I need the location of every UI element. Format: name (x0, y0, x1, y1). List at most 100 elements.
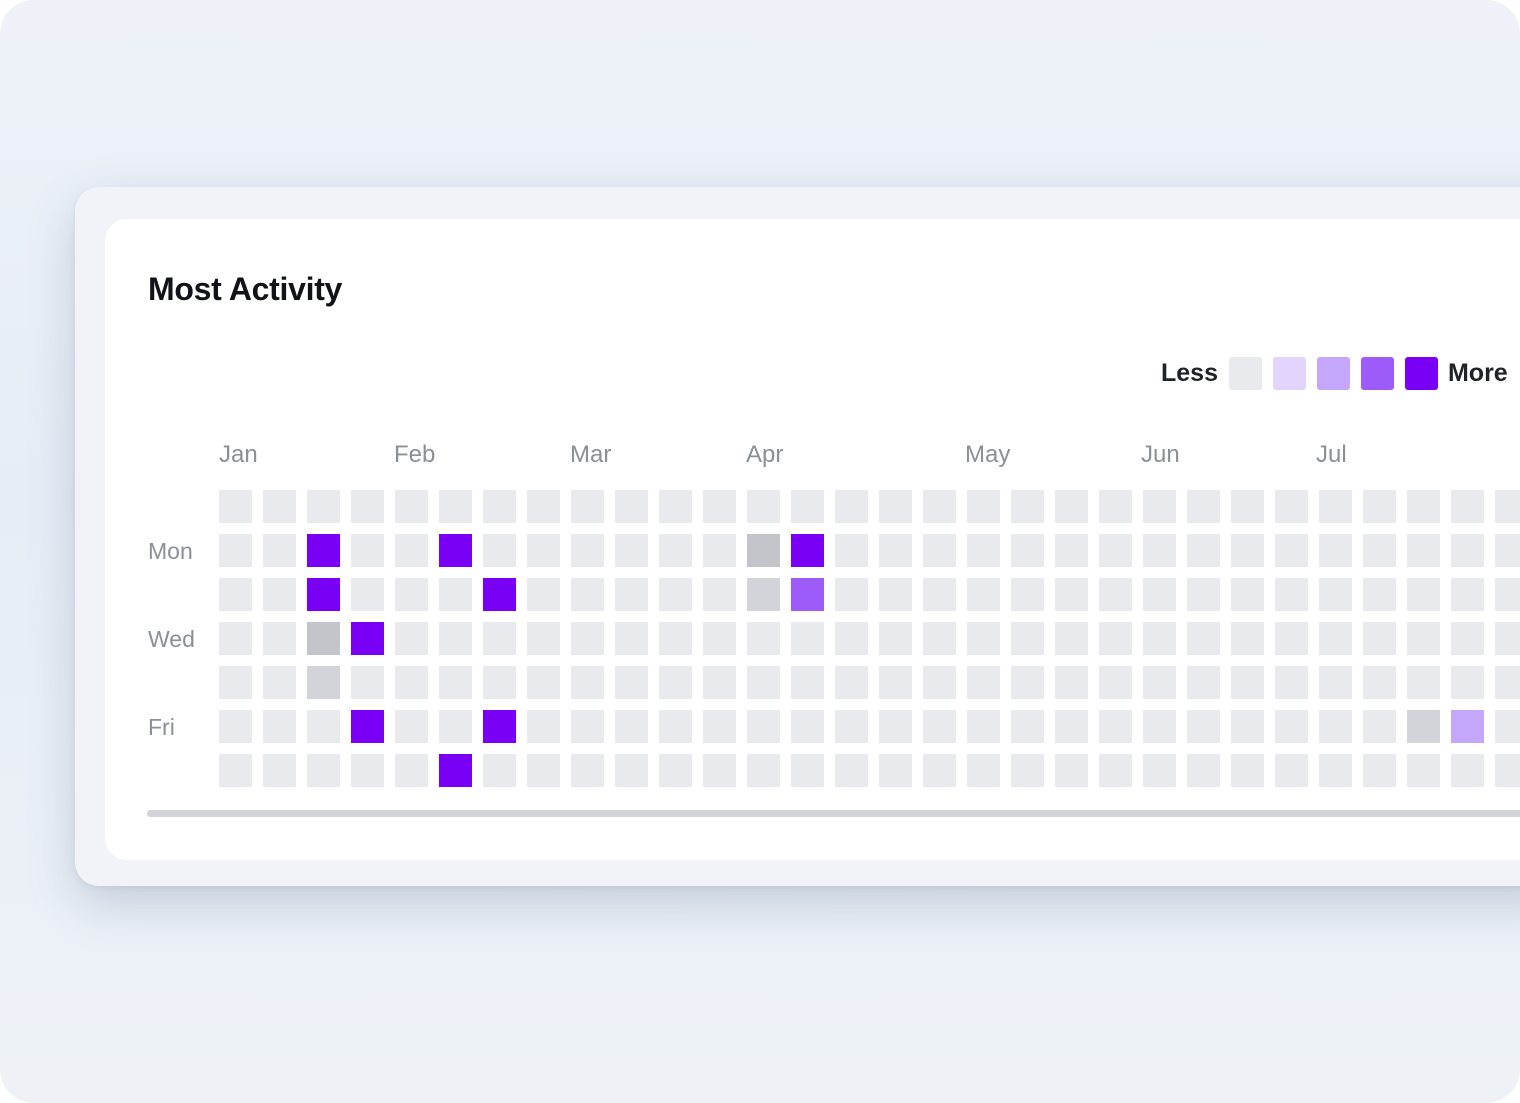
heatmap-cell[interactable] (439, 622, 472, 655)
heatmap-cell[interactable] (1451, 622, 1484, 655)
heatmap-cell[interactable] (1319, 666, 1352, 699)
heatmap-cell[interactable] (1187, 622, 1220, 655)
heatmap-cell[interactable] (1231, 490, 1264, 523)
heatmap-cell[interactable] (439, 754, 472, 787)
heatmap-cell[interactable] (923, 534, 956, 567)
heatmap-cell[interactable] (1407, 490, 1440, 523)
heatmap-cell[interactable] (307, 754, 340, 787)
heatmap-cell[interactable] (307, 534, 340, 567)
heatmap-cell[interactable] (923, 578, 956, 611)
heatmap-cell[interactable] (1011, 666, 1044, 699)
heatmap-cell[interactable] (395, 534, 428, 567)
heatmap-cell[interactable] (1143, 534, 1176, 567)
heatmap-cell[interactable] (1363, 754, 1396, 787)
heatmap-cell[interactable] (307, 666, 340, 699)
heatmap-cell[interactable] (395, 666, 428, 699)
heatmap-cell[interactable] (659, 710, 692, 743)
heatmap-cell[interactable] (263, 666, 296, 699)
heatmap-cell[interactable] (571, 754, 604, 787)
heatmap-cell[interactable] (219, 666, 252, 699)
heatmap-cell[interactable] (835, 710, 868, 743)
heatmap-cell[interactable] (1055, 534, 1088, 567)
heatmap-cell[interactable] (219, 710, 252, 743)
heatmap-cell[interactable] (747, 622, 780, 655)
heatmap-cell[interactable] (615, 490, 648, 523)
heatmap-cell[interactable] (1187, 534, 1220, 567)
heatmap-cell[interactable] (703, 622, 736, 655)
heatmap-cell[interactable] (1495, 710, 1520, 743)
heatmap-cell[interactable] (747, 666, 780, 699)
heatmap-cell[interactable] (1451, 666, 1484, 699)
heatmap-cell[interactable] (615, 534, 648, 567)
heatmap-cell[interactable] (1495, 578, 1520, 611)
heatmap-cell[interactable] (527, 666, 560, 699)
heatmap-cell[interactable] (879, 578, 912, 611)
heatmap-cell[interactable] (659, 754, 692, 787)
heatmap-cell[interactable] (263, 578, 296, 611)
heatmap-cell[interactable] (659, 622, 692, 655)
heatmap-cell[interactable] (747, 490, 780, 523)
heatmap-cell[interactable] (1099, 490, 1132, 523)
heatmap-cell[interactable] (1407, 710, 1440, 743)
heatmap-cell[interactable] (1407, 754, 1440, 787)
heatmap-cell[interactable] (791, 754, 824, 787)
heatmap-cell[interactable] (395, 754, 428, 787)
heatmap-cell[interactable] (923, 622, 956, 655)
heatmap-cell[interactable] (703, 754, 736, 787)
heatmap-cell[interactable] (1011, 622, 1044, 655)
heatmap-cell[interactable] (571, 710, 604, 743)
heatmap-cell[interactable] (1319, 754, 1352, 787)
heatmap-cell[interactable] (1275, 490, 1308, 523)
heatmap-cell[interactable] (439, 534, 472, 567)
heatmap-cell[interactable] (351, 710, 384, 743)
heatmap-cell[interactable] (219, 622, 252, 655)
heatmap-cell[interactable] (1407, 666, 1440, 699)
heatmap-cell[interactable] (1407, 534, 1440, 567)
heatmap-cell[interactable] (571, 666, 604, 699)
heatmap-cell[interactable] (1495, 490, 1520, 523)
heatmap-cell[interactable] (791, 578, 824, 611)
heatmap-cell[interactable] (351, 622, 384, 655)
heatmap-cell[interactable] (1275, 754, 1308, 787)
heatmap-cell[interactable] (967, 666, 1000, 699)
heatmap-cell[interactable] (747, 578, 780, 611)
heatmap-cell[interactable] (923, 710, 956, 743)
heatmap-cell[interactable] (1319, 490, 1352, 523)
heatmap-cell[interactable] (483, 534, 516, 567)
heatmap-cell[interactable] (483, 622, 516, 655)
heatmap-cell[interactable] (1231, 622, 1264, 655)
heatmap-cell[interactable] (879, 622, 912, 655)
heatmap-cell[interactable] (1055, 754, 1088, 787)
heatmap-cell[interactable] (1451, 534, 1484, 567)
heatmap-cell[interactable] (659, 534, 692, 567)
heatmap-cell[interactable] (1407, 622, 1440, 655)
heatmap-cell[interactable] (967, 622, 1000, 655)
heatmap-cell[interactable] (395, 490, 428, 523)
heatmap-cell[interactable] (1451, 578, 1484, 611)
heatmap-cell[interactable] (571, 622, 604, 655)
heatmap-cell[interactable] (835, 490, 868, 523)
heatmap-cell[interactable] (439, 666, 472, 699)
heatmap-cell[interactable] (1319, 578, 1352, 611)
heatmap-cell[interactable] (483, 490, 516, 523)
heatmap-cell[interactable] (263, 754, 296, 787)
heatmap-cell[interactable] (1143, 710, 1176, 743)
heatmap-cell[interactable] (483, 578, 516, 611)
heatmap-cell[interactable] (395, 578, 428, 611)
heatmap-cell[interactable] (1319, 710, 1352, 743)
heatmap-cell[interactable] (835, 666, 868, 699)
heatmap-cell[interactable] (1011, 710, 1044, 743)
heatmap-cell[interactable] (1363, 534, 1396, 567)
heatmap-cell[interactable] (835, 578, 868, 611)
heatmap-cell[interactable] (263, 710, 296, 743)
heatmap-cell[interactable] (439, 578, 472, 611)
heatmap-cell[interactable] (1275, 666, 1308, 699)
heatmap-cell[interactable] (1099, 622, 1132, 655)
heatmap-cell[interactable] (1231, 534, 1264, 567)
heatmap-cell[interactable] (395, 710, 428, 743)
heatmap-cell[interactable] (967, 490, 1000, 523)
heatmap-cell[interactable] (1451, 710, 1484, 743)
heatmap-cell[interactable] (1363, 490, 1396, 523)
heatmap-cell[interactable] (527, 534, 560, 567)
heatmap-cell[interactable] (791, 710, 824, 743)
